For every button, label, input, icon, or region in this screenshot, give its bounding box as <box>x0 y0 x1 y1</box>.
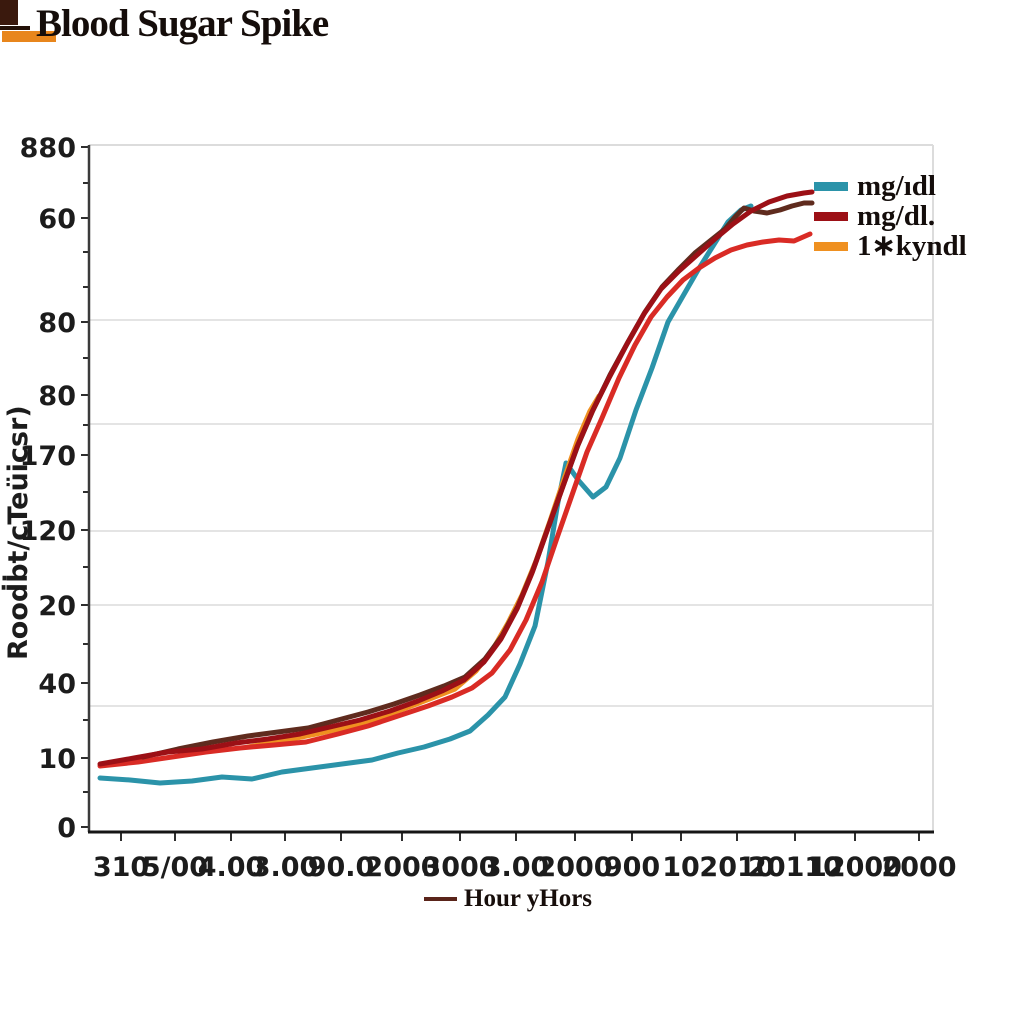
x-tick-label: 3.00 <box>483 852 550 883</box>
y-tick-label: 0 <box>57 813 76 844</box>
legend-label: mg/ıdl <box>857 169 936 202</box>
x-tick-label: 3.00 <box>252 852 319 883</box>
legend-item: 1∗kyndl <box>814 231 967 261</box>
chart-header: Blood Sugar Spike <box>0 0 1024 60</box>
y-tick-label: 10 <box>38 744 76 775</box>
legend-swatch-teal <box>814 181 848 191</box>
x-tick-label: 4.00 <box>198 852 265 883</box>
x-tick-label: 2000 <box>881 852 956 883</box>
x-tick-label: 900 <box>604 852 660 883</box>
x-axis-line-swatch-icon <box>424 896 457 901</box>
logo-bar-shape <box>2 31 56 42</box>
x-tick-label: 2000 <box>537 852 612 883</box>
series-line <box>97 203 754 786</box>
y-tick-label: 80 <box>38 381 76 412</box>
y-tick-label: 20 <box>38 591 76 622</box>
x-tick-label: 20110 <box>748 852 842 883</box>
chart-title: Blood Sugar Spike <box>36 2 329 45</box>
x-axis-title: Hour yHors <box>424 886 592 911</box>
x-tick-label: 2000 <box>364 852 439 883</box>
x-tick-label: 10 <box>662 852 700 883</box>
y-tick-label: 120 <box>20 516 76 547</box>
series-line <box>97 189 815 767</box>
y-tick-label: 40 <box>38 669 76 700</box>
series-line <box>97 231 813 769</box>
x-tick-label: 90.0 <box>308 852 375 883</box>
y-tick-label: 80 <box>38 308 76 339</box>
x-tick-label: 12000 <box>808 852 902 883</box>
x-tick-label: 310 <box>93 852 149 883</box>
y-tick-label: 60 <box>38 204 76 235</box>
logo-line-shape <box>0 26 30 30</box>
series-line <box>140 200 815 760</box>
x-axis-title-label: Hour yHors <box>464 885 593 912</box>
x-tick-label: 2010 <box>699 852 774 883</box>
legend-swatch-dark-red <box>814 211 848 221</box>
legend-item: mg/ıdl <box>814 171 967 201</box>
legend: mg/ıdl mg/dl. 1∗kyndl <box>814 171 967 261</box>
logo-square-shape <box>0 0 18 25</box>
legend-label: 1∗kyndl <box>857 229 967 262</box>
x-tick-label: 3000 <box>422 852 497 883</box>
y-axis-title: Rooḋḃt/cTeüicsr) <box>3 405 34 660</box>
x-tick-label: 5/00 <box>142 852 208 883</box>
legend-label: mg/dl. <box>857 199 936 232</box>
legend-item: mg/dl. <box>814 201 967 231</box>
y-tick-label: 880 <box>20 133 76 164</box>
y-tick-label: 170 <box>20 441 76 472</box>
legend-swatch-orange <box>814 241 848 251</box>
